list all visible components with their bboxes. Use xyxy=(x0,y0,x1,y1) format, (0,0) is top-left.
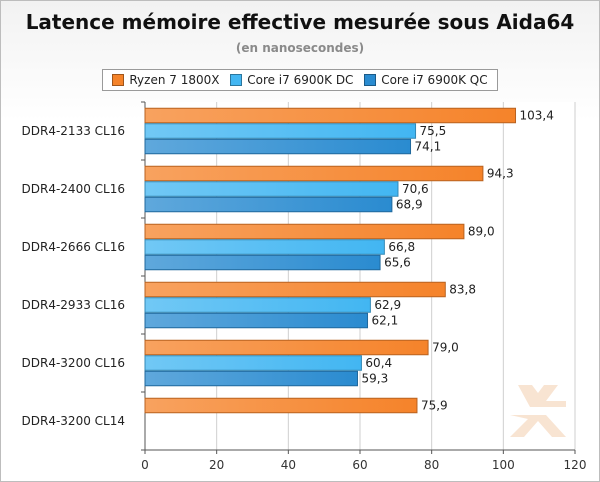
legend-label-i7-qc: Core i7 6900K QC xyxy=(381,73,488,87)
category-label: DDR4-2933 CL16 xyxy=(22,298,125,312)
chart-subtitle: (en nanosecondes) xyxy=(235,41,365,55)
x-tick-label: 0 xyxy=(141,458,149,472)
legend-item-i7-dc: Core i7 6900K DC xyxy=(230,73,353,87)
x-tick-label: 100 xyxy=(492,458,515,472)
legend-item-i7-qc: Core i7 6900K QC xyxy=(364,73,488,87)
bar xyxy=(144,397,418,414)
legend-swatch-i7-dc xyxy=(230,74,243,86)
category-label: DDR4-3200 CL16 xyxy=(22,356,125,370)
bar xyxy=(144,138,412,155)
bar xyxy=(144,181,399,197)
data-label: 83,8 xyxy=(449,283,476,297)
data-label: 70,6 xyxy=(402,182,429,196)
data-label: 75,5 xyxy=(420,124,447,138)
data-label: 60,4 xyxy=(365,356,392,370)
bar xyxy=(144,165,484,182)
x-tick-label: 40 xyxy=(281,458,296,472)
data-label: 62,9 xyxy=(374,298,401,312)
chart-title: Latence mémoire effective mesurée sous A… xyxy=(25,10,575,34)
legend-swatch-i7-qc xyxy=(364,74,377,86)
legend-item-ryzen: Ryzen 7 1800X xyxy=(112,73,219,87)
data-label: 66,8 xyxy=(388,240,415,254)
legend-label-i7-dc: Core i7 6900K DC xyxy=(247,73,354,87)
data-label: 74,1 xyxy=(415,140,442,154)
watermark-logo xyxy=(510,385,566,437)
legend-label-ryzen: Ryzen 7 1800X xyxy=(129,73,220,87)
bar xyxy=(144,196,393,213)
x-tick-label: 120 xyxy=(564,458,587,472)
bar xyxy=(144,370,358,387)
bar xyxy=(144,297,371,313)
bar xyxy=(144,339,429,356)
data-label: 59,3 xyxy=(361,372,388,386)
data-label: 94,3 xyxy=(487,167,514,181)
x-tick-label: 80 xyxy=(424,458,439,472)
data-label: 89,0 xyxy=(468,225,495,239)
bar xyxy=(144,312,369,329)
bar xyxy=(144,107,517,124)
category-label: DDR4-3200 CL14 xyxy=(22,414,125,428)
legend-swatch-ryzen xyxy=(112,74,125,86)
bar xyxy=(144,223,465,240)
bar xyxy=(144,281,446,298)
category-label: DDR4-2666 CL16 xyxy=(22,240,125,254)
bar xyxy=(144,355,362,371)
category-label: DDR4-2133 CL16 xyxy=(22,124,125,138)
x-tick-label: 60 xyxy=(352,458,367,472)
data-label: 62,1 xyxy=(372,314,399,328)
chart-legend: Ryzen 7 1800X Core i7 6900K DC Core i7 6… xyxy=(102,69,498,91)
data-label: 103,4 xyxy=(520,109,554,123)
data-label: 68,9 xyxy=(396,198,423,212)
x-tick-label: 20 xyxy=(209,458,224,472)
bar xyxy=(144,239,385,255)
category-label: DDR4-2400 CL16 xyxy=(22,182,125,196)
data-label: 65,6 xyxy=(384,256,411,270)
data-label: 75,9 xyxy=(421,399,448,413)
bar xyxy=(144,123,417,139)
data-label: 79,0 xyxy=(432,341,459,355)
bar xyxy=(144,254,381,271)
